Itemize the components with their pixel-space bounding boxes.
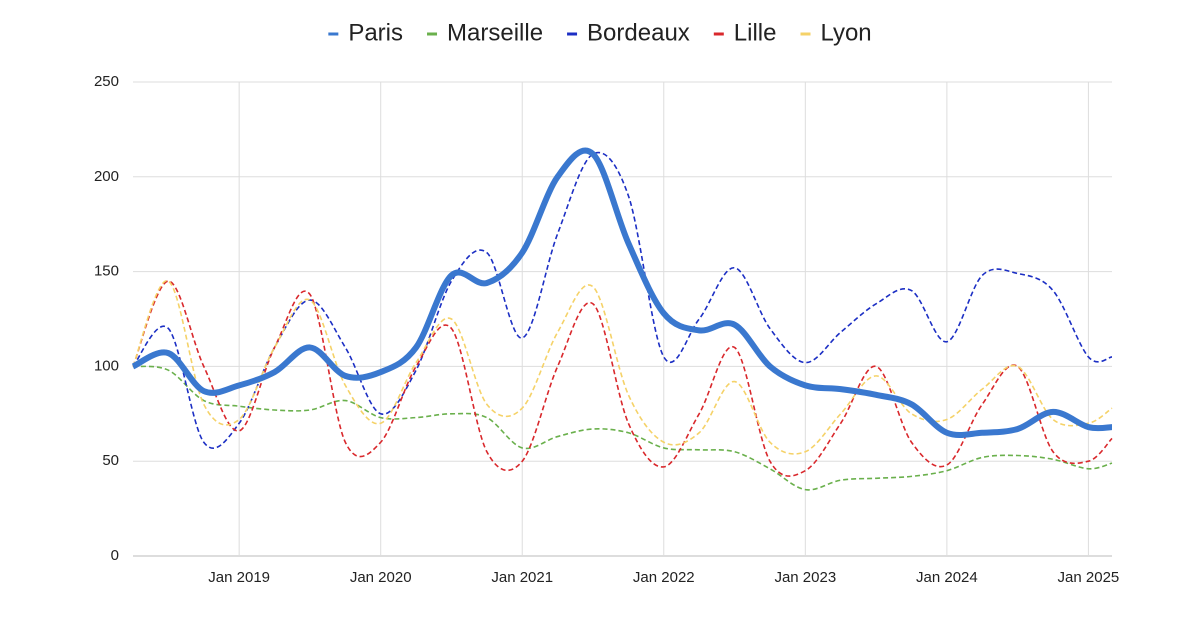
- legend-label: Bordeaux: [587, 19, 690, 46]
- x-tick-label: Jan 2021: [491, 569, 553, 586]
- legend-label: Paris: [348, 19, 403, 46]
- legend-label: Lille: [734, 19, 777, 46]
- legend-label: Marseille: [447, 19, 543, 46]
- y-tick-label: 0: [111, 547, 119, 564]
- y-tick-label: 50: [102, 452, 119, 469]
- x-tick-label: Jan 2025: [1058, 569, 1120, 586]
- series-line: [132, 151, 1113, 449]
- y-tick-label: 100: [94, 357, 119, 374]
- y-tick-label: 250: [94, 73, 119, 90]
- series-line: [132, 280, 1113, 455]
- x-tick-label: Jan 2022: [633, 569, 695, 586]
- x-tick-label: Jan 2024: [916, 569, 978, 586]
- series-line: [132, 365, 1113, 491]
- y-tick-label: 200: [94, 168, 119, 185]
- legend-label: Lyon: [821, 19, 872, 46]
- series-line: [132, 280, 1113, 477]
- series-line: [131, 147, 1113, 439]
- x-tick-label: Jan 2020: [350, 569, 412, 586]
- x-tick-label: Jan 2019: [208, 569, 270, 586]
- x-tick-label: Jan 2023: [774, 569, 836, 586]
- y-tick-label: 150: [94, 263, 119, 280]
